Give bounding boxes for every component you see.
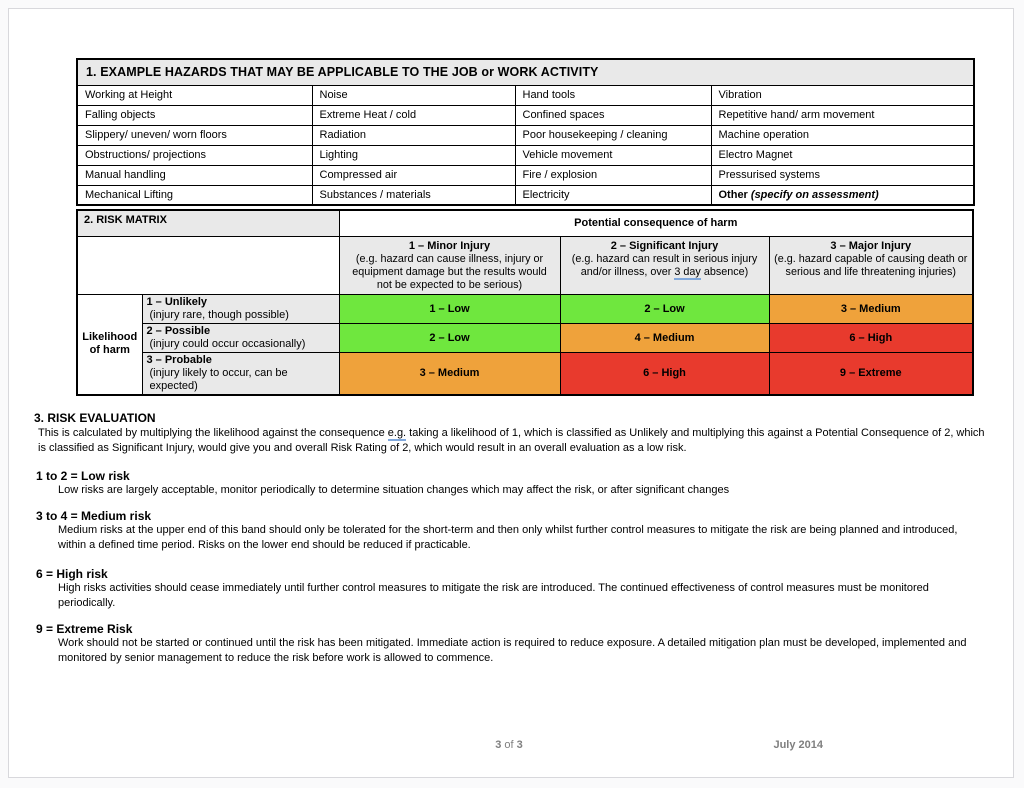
likelihood-desc: (injury likely to occur, can be expected… [149, 366, 288, 392]
extreme-risk-body: Work should not be started or continued … [58, 637, 967, 664]
other-specify-label: (specify on assessment) [750, 188, 879, 201]
matrix-cell: 3 – Medium [338, 351, 561, 395]
hazard-cell: Machine operation [710, 124, 975, 146]
low-risk-heading: 1 to 2 = Low risk [36, 469, 130, 483]
medium-risk-body: Medium risks at the upper end of this ba… [58, 524, 958, 551]
hazards-table-title: 1. EXAMPLE HAZARDS THAT MAY BE APPLICABL… [76, 58, 975, 86]
hazard-cell: Obstructions/ projections [76, 144, 313, 166]
hazard-cell: Vibration [710, 84, 975, 106]
matrix-row-probable: 3 – Probable (injury likely to occur, ca… [77, 351, 974, 395]
medium-risk-heading: 3 to 4 = Medium risk [36, 509, 152, 523]
three-day-link[interactable]: 3 day [674, 265, 701, 280]
consequence-header: Potential consequence of harm [338, 209, 974, 237]
document-page: 1. EXAMPLE HAZARDS THAT MAY BE APPLICABL… [8, 8, 1014, 778]
page-number-indicator: 3 of 3 [454, 739, 564, 751]
hazard-cell: Substances / materials [311, 184, 516, 206]
likelihood-desc: (injury could occur occasionally) [149, 337, 306, 350]
table-row: Manual handling Compressed air Fire / ex… [76, 164, 975, 186]
hazard-cell: Falling objects [76, 104, 313, 126]
likelihood-cell: 3 – Probable (injury likely to occur, ca… [141, 351, 340, 395]
hazard-cell: Hand tools [514, 84, 712, 106]
likelihood-header: Likelihood of harm [76, 293, 143, 395]
hazard-cell: Electricity [514, 184, 712, 206]
risk-matrix-title: 2. RISK MATRIX [76, 209, 340, 237]
consequence-col-significant: 2 – Significant Injury (e.g. hazard can … [559, 235, 770, 295]
consequence-title: 1 – Minor Injury [408, 239, 491, 252]
other-label: Other [718, 188, 751, 201]
hazard-cell: Confined spaces [514, 104, 712, 126]
risk-evaluation-title: 3. RISK EVALUATION [34, 411, 156, 425]
hazard-cell: Noise [311, 84, 516, 106]
likelihood-title: 1 – Unlikely [146, 295, 208, 308]
footer-date: July 2014 [773, 739, 823, 751]
hazards-title-row: 1. EXAMPLE HAZARDS THAT MAY BE APPLICABL… [76, 58, 975, 86]
consequence-desc: (e.g. hazard can result in serious injur… [565, 252, 765, 280]
hazard-cell: Extreme Heat / cold [311, 104, 516, 126]
hazard-cell: Vehicle movement [514, 144, 712, 166]
matrix-cell: 1 – Low [338, 293, 561, 324]
table-row: Obstructions/ projections Lighting Vehic… [76, 144, 975, 166]
page-number: 3 [495, 739, 502, 751]
matrix-cell: 2 – Low [559, 293, 770, 324]
page-of-text: of [501, 739, 517, 751]
matrix-cell: 4 – Medium [559, 322, 770, 353]
page-total: 3 [516, 739, 523, 751]
likelihood-desc: (injury rare, though possible) [149, 308, 289, 321]
hazard-cell: Radiation [311, 124, 516, 146]
table-row: Working at Height Noise Hand tools Vibra… [76, 84, 975, 106]
desc-post: absence) [700, 265, 749, 278]
table-row: Mechanical Lifting Substances / material… [76, 184, 975, 206]
grammar-mark-eg: e.g. [387, 427, 407, 441]
hazard-cell: Electro Magnet [710, 144, 975, 166]
high-risk-heading: 6 = High risk [36, 567, 108, 581]
risk-evaluation-paragraph: This is calculated by multiplying the li… [38, 426, 990, 455]
hazard-cell: Lighting [311, 144, 516, 166]
matrix-header-row: 2. RISK MATRIX Potential consequence of … [76, 209, 974, 237]
likelihood-title: 2 – Possible [146, 324, 211, 337]
extreme-risk-heading: 9 = Extreme Risk [36, 622, 133, 636]
matrix-row-unlikely: Likelihood of harm 1 – Unlikely (injury … [76, 293, 974, 395]
intro-pre: This is calculated by multiplying the li… [38, 427, 388, 439]
hazard-cell: Manual handling [76, 164, 313, 186]
matrix-cell: 3 – Medium [768, 293, 974, 324]
matrix-cell: 2 – Low [338, 322, 561, 353]
consequence-title: 3 – Major Injury [830, 239, 912, 252]
hazard-cell: Poor housekeeping / cleaning [514, 124, 712, 146]
hazard-cell: Fire / explosion [514, 164, 712, 186]
hazard-cell: Working at Height [76, 84, 313, 106]
matrix-empty-cell [76, 235, 340, 295]
consequence-columns-row: 1 – Minor Injury (e.g. hazard can cause … [76, 235, 974, 295]
matrix-cell: 9 – Extreme [768, 351, 974, 395]
consequence-col-major: 3 – Major Injury (e.g. hazard capable of… [768, 235, 974, 295]
consequence-desc: (e.g. hazard capable of causing death or… [774, 252, 968, 278]
likelihood-cell: 1 – Unlikely (injury rare, though possib… [141, 293, 340, 324]
hazard-cell-other: Other (specify on assessment) [710, 184, 975, 206]
likelihood-title: 3 – Probable [146, 353, 212, 366]
matrix-cell: 6 – High [768, 322, 974, 353]
hazard-cell: Compressed air [311, 164, 516, 186]
consequence-col-minor: 1 – Minor Injury (e.g. hazard can cause … [338, 235, 561, 295]
matrix-cell: 6 – High [559, 351, 770, 395]
consequence-desc: (e.g. hazard can cause illness, injury o… [352, 252, 547, 291]
consequence-title: 2 – Significant Injury [610, 239, 719, 252]
matrix-row-possible: 2 – Possible (injury could occur occasio… [77, 322, 974, 353]
high-risk-body: High risks activities should cease immed… [58, 582, 929, 609]
intro-post: taking a likelihood of 1, which is class… [38, 427, 985, 454]
table-row: Slippery/ uneven/ worn floors Radiation … [76, 124, 975, 146]
hazard-cell: Mechanical Lifting [76, 184, 313, 206]
table-row: Falling objects Extreme Heat / cold Conf… [76, 104, 975, 126]
desc-pre: (e.g. hazard can result in serious injur… [571, 252, 758, 278]
hazards-table: 1. EXAMPLE HAZARDS THAT MAY BE APPLICABL… [76, 58, 975, 206]
hazard-cell: Repetitive hand/ arm movement [710, 104, 975, 126]
risk-matrix-table: 2. RISK MATRIX Potential consequence of … [76, 209, 975, 396]
hazard-cell: Pressurised systems [710, 164, 975, 186]
low-risk-body: Low risks are largely acceptable, monito… [58, 484, 730, 496]
likelihood-cell: 2 – Possible (injury could occur occasio… [141, 322, 340, 353]
hazard-cell: Slippery/ uneven/ worn floors [76, 124, 313, 146]
